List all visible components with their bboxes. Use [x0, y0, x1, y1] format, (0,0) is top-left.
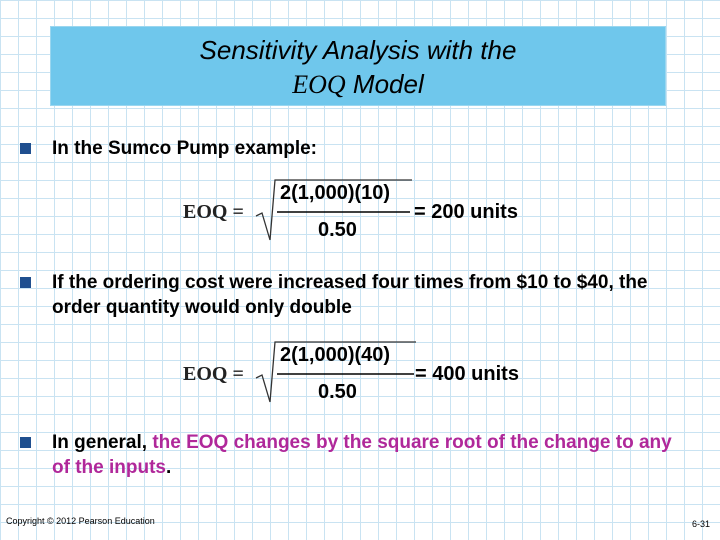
formula-lhs: EOQ = — [183, 201, 244, 223]
sqrt-sign — [255, 179, 412, 241]
bullet-text: In general, — [52, 432, 153, 453]
bullet-text: In the Sumco Pump example: — [52, 138, 317, 159]
bullet: If the ordering cost were increased four… — [20, 270, 672, 320]
bullet-highlight: the EOQ changes by the square root of th… — [52, 432, 672, 478]
sqrt-sign — [255, 341, 416, 403]
formula-numerator: 2(1,000)(10) — [280, 182, 391, 204]
bullet: In the Sumco Pump example: — [20, 136, 692, 161]
title-line: Sensitivity Analysis with the — [199, 35, 517, 65]
formula-result: = 400 units — [415, 363, 519, 385]
bullet: In general, the EOQ changes by the squar… — [20, 430, 672, 480]
page-number: 6-31 — [692, 519, 711, 529]
formula-lhs: EOQ = — [183, 363, 244, 385]
formula-denominator: 0.50 — [318, 381, 357, 403]
title-eoq: EOQ — [292, 70, 346, 99]
formula-numerator: 2(1,000)(40) — [280, 344, 391, 366]
copyright: Copyright © 2012 Pearson Education — [6, 516, 155, 526]
bullet-text: . — [165, 457, 172, 478]
title-box: Sensitivity Analysis with the EOQ Model — [50, 26, 666, 106]
formula-denominator: 0.50 — [318, 219, 357, 241]
title-line: EOQ Model — [51, 67, 665, 102]
title-rest: Model — [352, 69, 424, 99]
bullet-text: If the ordering cost were increased four… — [52, 272, 648, 318]
formula-result: = 200 units — [414, 201, 518, 223]
